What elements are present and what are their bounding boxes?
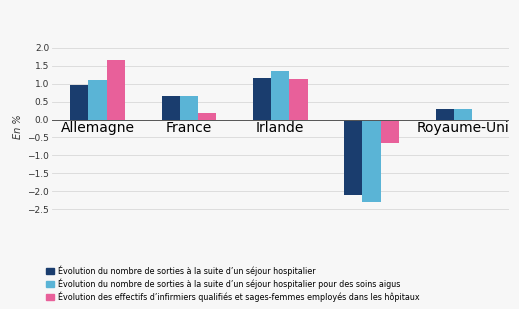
Legend: Évolution du nombre de sorties à la suite d’un séjour hospitalier, Évolution du : Évolution du nombre de sorties à la suit… <box>46 265 419 302</box>
Bar <box>253 78 271 120</box>
Bar <box>290 79 308 120</box>
Bar <box>180 95 198 120</box>
Bar <box>362 120 381 202</box>
Bar <box>271 71 290 120</box>
Bar <box>107 60 125 120</box>
Y-axis label: En %: En % <box>13 114 23 139</box>
Bar <box>435 109 454 120</box>
Bar <box>344 120 362 195</box>
Bar <box>454 109 472 120</box>
Bar <box>88 80 107 120</box>
Bar <box>198 113 216 120</box>
Bar <box>161 95 180 120</box>
Bar <box>381 120 399 143</box>
Bar <box>472 120 490 121</box>
Bar <box>70 86 88 120</box>
